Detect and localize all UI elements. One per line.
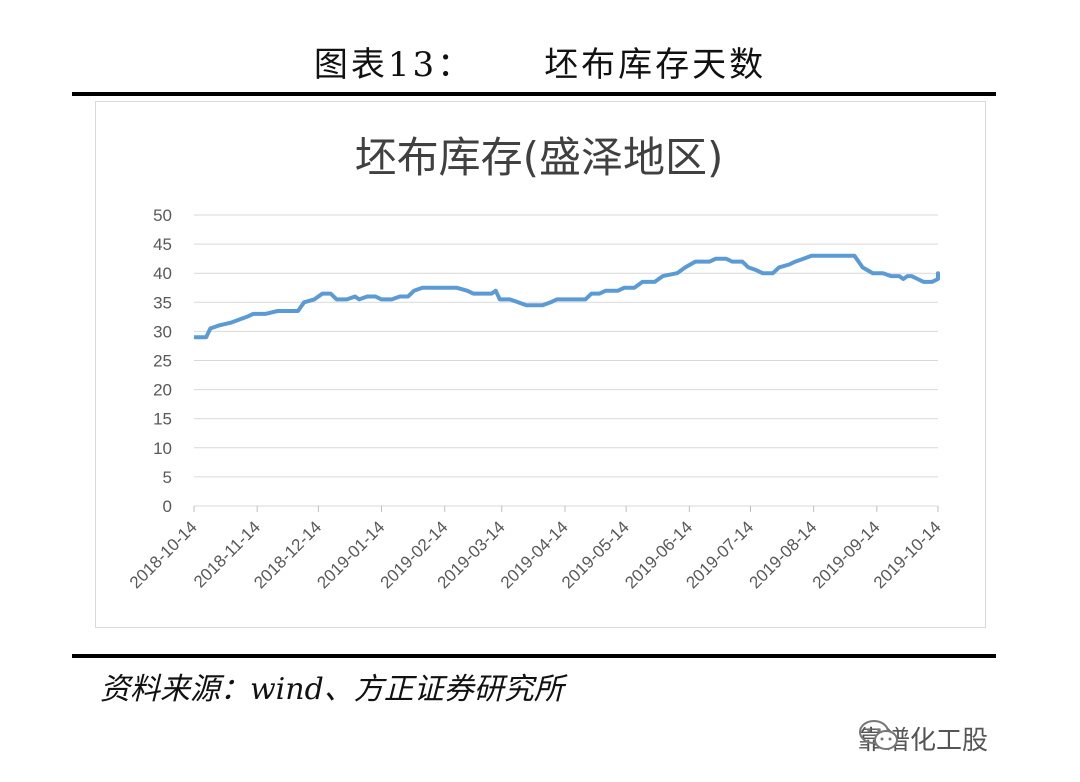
series-line <box>194 253 940 340</box>
y-tick-label: 10 <box>153 439 172 458</box>
bottom-rule <box>72 654 996 658</box>
figure-caption: 坯布库存天数 <box>544 45 767 85</box>
source-note: 资料来源：wind、方正证券研究所 <box>100 672 564 707</box>
y-tick-label: 40 <box>153 264 172 283</box>
watermark: 靠谱化工股 <box>858 718 988 758</box>
y-tick-label: 50 <box>153 206 172 225</box>
x-tick-label: 2018-10-14 <box>126 517 201 592</box>
y-tick-label: 5 <box>163 468 172 487</box>
top-rule <box>72 92 996 96</box>
y-tick-label: 15 <box>153 410 172 429</box>
wechat-icon <box>859 720 898 750</box>
y-tick-label: 45 <box>153 235 172 254</box>
y-tick-label: 30 <box>153 322 172 341</box>
y-tick-label: 25 <box>153 352 172 371</box>
grid-lines <box>194 214 938 507</box>
chart-frame: 坯布库存(盛泽地区) 0 5 10 15 20 25 30 35 40 45 50 2018-10-… <box>95 101 986 628</box>
y-tick-label: 20 <box>153 381 172 400</box>
y-axis-ticks: 0 5 10 15 20 25 30 35 40 45 50 <box>153 206 172 516</box>
figure-title: 图表13： 坯布库存天数 <box>0 40 1080 90</box>
chart-title: 坯布库存(盛泽地区) <box>355 133 724 182</box>
x-axis-ticks: 2018-10-142018-11-142018-12-142019-01-14… <box>126 506 945 592</box>
y-tick-label: 0 <box>163 497 172 516</box>
line-chart: 坯布库存(盛泽地区) 0 5 10 15 20 25 30 35 40 45 50 2018-10-… <box>126 133 945 592</box>
x-tick-label: 2019-01-14 <box>313 517 388 592</box>
y-tick-label: 35 <box>153 293 172 312</box>
figure-label: 图表13： <box>313 45 475 85</box>
x-tick-label: 2019-08-14 <box>746 517 821 592</box>
